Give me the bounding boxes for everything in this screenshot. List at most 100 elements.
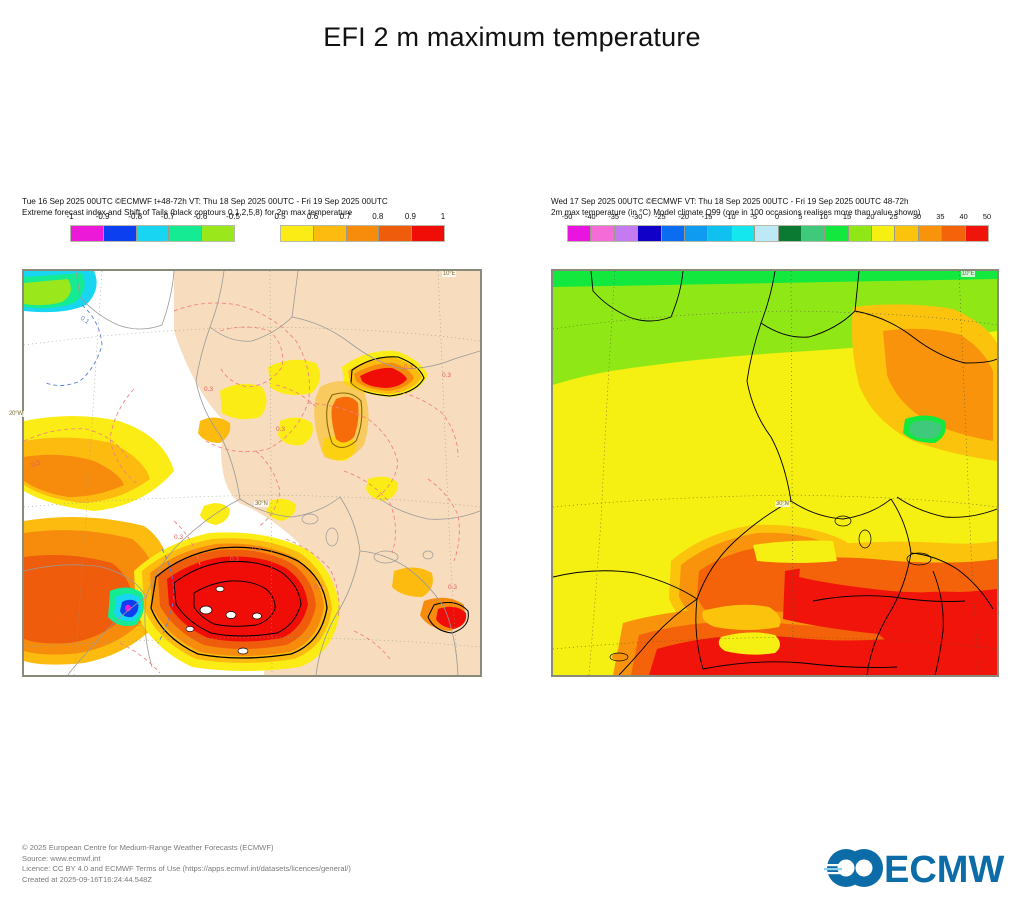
tick-label-17: 40 bbox=[959, 212, 968, 221]
grid-label-bottom-center: 0°W bbox=[260, 675, 273, 677]
grid-label-30n: 30°N bbox=[254, 501, 269, 507]
tick-label-2: 0.7 bbox=[339, 212, 351, 221]
grid-label-top-right-b-r: 10°E bbox=[961, 271, 976, 277]
q99-header-line1: Wed 17 Sep 2025 00UTC ©ECMWF VT: Thu 18 … bbox=[551, 197, 909, 206]
efi-negative-ticks: -1 -0.9 -0.8 -0.7 -0.6 -0.5 bbox=[66, 212, 239, 224]
panel-climate-q99: Wed 17 Sep 2025 00UTC ©ECMWF VT: Thu 18 … bbox=[551, 196, 999, 677]
color-swatch-13 bbox=[872, 226, 896, 241]
color-swatch-10 bbox=[801, 226, 826, 241]
tick-label-1: -0.9 bbox=[95, 212, 110, 221]
tick-label-7: -10 bbox=[724, 212, 736, 221]
tick-label-1: 0.6 bbox=[307, 212, 319, 221]
color-swatch-14 bbox=[895, 226, 919, 241]
grid-label-top-right-b: 10°E bbox=[442, 271, 457, 277]
efi-header-line1: Tue 16 Sep 2025 00UTC ©ECMWF t+48-72h VT… bbox=[22, 197, 388, 206]
tick-label-1: -40 bbox=[584, 212, 596, 221]
color-swatch-0 bbox=[71, 226, 104, 241]
color-swatch-3 bbox=[169, 226, 203, 241]
color-swatch-2 bbox=[136, 226, 170, 241]
color-swatch-17 bbox=[965, 226, 989, 241]
color-swatch-3 bbox=[379, 226, 413, 241]
tick-label-2: -0.8 bbox=[128, 212, 143, 221]
grid-label-left-mid: 20°W bbox=[8, 411, 24, 417]
color-swatch-7 bbox=[731, 226, 756, 241]
footer-source: Source: www.ecmwf.int bbox=[22, 853, 101, 863]
svg-text:0.3: 0.3 bbox=[252, 546, 261, 553]
color-swatch-2 bbox=[614, 226, 639, 241]
color-swatch-1 bbox=[313, 226, 347, 241]
tick-label-3: -30 bbox=[631, 212, 643, 221]
grid-label-bottom-center-r: 0°W bbox=[781, 675, 794, 677]
efi-header-line2: Extreme forecast index and Shift of Tail… bbox=[22, 208, 353, 217]
svg-text:0.3: 0.3 bbox=[442, 372, 451, 379]
q99-map-canvas bbox=[553, 271, 997, 675]
grid-label-top-left: 20°W bbox=[86, 269, 102, 271]
efi-positive-ticks: 0.5 0.6 0.7 0.8 0.9 1 bbox=[274, 212, 446, 224]
tick-label-2: -35 bbox=[608, 212, 619, 221]
color-swatch-15 bbox=[918, 226, 943, 241]
footer-licence: Licence: CC BY 4.0 and ECMWF Terms of Us… bbox=[22, 864, 351, 874]
q99-ticks: -50 -40 -35 -30 -25 -20 -15 -10 -5 0 5 10 15 20 25 30 35… bbox=[562, 212, 991, 224]
svg-text:0.3: 0.3 bbox=[404, 364, 413, 371]
tick-label-4: 0.9 bbox=[404, 212, 416, 221]
tick-label-11: 10 bbox=[819, 212, 828, 221]
tick-label-0: 0.5 bbox=[274, 212, 286, 221]
efi-negative-colorbar bbox=[70, 225, 235, 242]
svg-text:0.3: 0.3 bbox=[230, 556, 239, 563]
ecmwf-logo: ECMWF bbox=[816, 841, 1024, 895]
tick-label-5: -20 bbox=[678, 212, 689, 221]
tick-label-5: -0.5 bbox=[226, 212, 240, 221]
tick-label-18: 50 bbox=[982, 212, 992, 221]
efi-colorbars: -1 -0.9 -0.8 -0.7 -0.6 -0.5 0.5 0.6 0.7 0.8 0.9 1 bbox=[22, 212, 482, 259]
svg-text:0.3: 0.3 bbox=[30, 459, 41, 469]
tick-label-5: 1 bbox=[440, 212, 446, 221]
svg-text:0.3: 0.3 bbox=[276, 426, 285, 433]
svg-text:0.3: 0.3 bbox=[314, 584, 323, 591]
q99-colorbar-wrap: -50 -40 -35 -30 -25 -20 -15 -10 -5 0 5 10 15 20 25 30 35… bbox=[551, 212, 999, 259]
tick-label-13: 20 bbox=[866, 212, 875, 221]
color-swatch-12 bbox=[848, 226, 873, 241]
grid-label-30n-r: 30°N bbox=[775, 501, 790, 507]
q99-header-line2: 2m max temperature (in °C) Model climate… bbox=[551, 208, 921, 217]
efi-map[interactable]: 0.3 0.3 0.3 0.3 0.3 0.3 0.3 0.3 0.3 0.3 … bbox=[22, 269, 482, 677]
color-swatch-4 bbox=[661, 226, 685, 241]
footer-copyright: © 2025 European Centre for Medium-Range … bbox=[22, 843, 274, 852]
tick-label-12: 15 bbox=[842, 212, 852, 221]
svg-text:0.1: 0.1 bbox=[79, 315, 91, 326]
grid-label-top-center-r: 0°W bbox=[783, 269, 796, 271]
svg-text:0.3: 0.3 bbox=[204, 386, 213, 393]
color-swatch-4 bbox=[412, 226, 444, 241]
color-swatch-1 bbox=[103, 226, 137, 241]
q99-map[interactable]: 20°W 0°W 20°E 10°E 30°N 0°W bbox=[551, 269, 999, 677]
q99-colorbar bbox=[567, 225, 989, 242]
tick-label-8: -5 bbox=[750, 212, 757, 221]
tick-label-3: 0.8 bbox=[372, 212, 384, 221]
tick-label-16: 35 bbox=[936, 212, 945, 221]
tick-label-4: -25 bbox=[654, 212, 666, 221]
panel-efi: Tue 16 Sep 2025 00UTC ©ECMWF t+48-72h VT… bbox=[8, 196, 482, 677]
color-swatch-2 bbox=[346, 226, 380, 241]
tick-label-4: -0.6 bbox=[193, 212, 208, 221]
grid-label-top-left-r: 20°W bbox=[601, 269, 617, 271]
tick-label-3: -0.7 bbox=[160, 212, 175, 221]
color-swatch-3 bbox=[638, 226, 662, 241]
color-swatch-16 bbox=[942, 226, 966, 241]
tick-label-15: 30 bbox=[912, 212, 922, 221]
footer-created: Created at 2025-09-16T16:24:44.548Z bbox=[22, 874, 153, 884]
color-swatch-1 bbox=[591, 226, 615, 241]
page-title: EFI 2 m maximum temperature bbox=[323, 22, 701, 52]
svg-text:0.3: 0.3 bbox=[174, 534, 183, 541]
color-swatch-9 bbox=[778, 226, 802, 241]
tick-label-0: -1 bbox=[66, 212, 74, 221]
color-swatch-6 bbox=[708, 226, 732, 241]
grid-label-top-center: 0°W bbox=[262, 269, 275, 271]
color-swatch-11 bbox=[825, 226, 849, 241]
color-swatch-4 bbox=[202, 226, 234, 241]
tick-label-10: 5 bbox=[798, 212, 803, 221]
tick-label-0: -50 bbox=[561, 212, 573, 221]
efi-positive-colorbar bbox=[280, 225, 445, 242]
tick-label-9: 0 bbox=[774, 212, 780, 221]
efi-map-canvas: 0.3 0.3 0.3 0.3 0.3 0.3 0.3 0.3 0.3 0.3 … bbox=[24, 271, 480, 675]
footer: © 2025 European Centre for Medium-Range … bbox=[22, 843, 351, 885]
tick-label-14: 25 bbox=[889, 212, 898, 221]
